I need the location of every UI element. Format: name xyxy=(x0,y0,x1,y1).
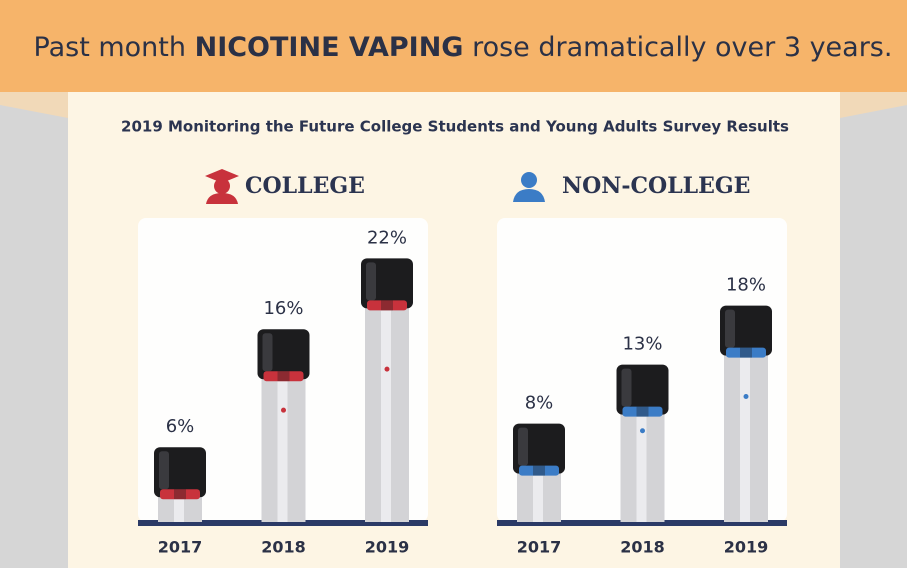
title-emphasis: NICOTINE VAPING xyxy=(195,32,464,63)
bar xyxy=(257,329,310,522)
bar-band xyxy=(622,406,663,417)
charts: COLLEGE 6% 2017 16% 2018 22% 2019 NON-COLLEGE 8%… xyxy=(138,173,787,557)
bar-band-core xyxy=(636,406,649,417)
shade xyxy=(840,92,907,118)
bar-cap-shine xyxy=(518,427,528,466)
x-tick-label: 2017 xyxy=(158,538,203,557)
header-band xyxy=(0,0,907,92)
x-tick-label: 2017 xyxy=(517,538,562,557)
title-part: Past month xyxy=(34,32,186,63)
subtitle: 2019 Monitoring the Future College Stude… xyxy=(121,118,789,136)
header-title: Past month NICOTINE VAPING rose dramatic… xyxy=(34,32,893,63)
chart: NON-COLLEGE 8% 2017 13% 2018 18% 2019 xyxy=(497,173,787,557)
value-label: 8% xyxy=(525,393,554,414)
bar-band-core xyxy=(533,465,545,476)
bar-shine xyxy=(740,335,750,522)
shade xyxy=(0,92,68,118)
bar-band-core xyxy=(381,300,393,311)
bar-cap-shine xyxy=(366,262,376,301)
bar xyxy=(616,364,669,522)
bar-band xyxy=(263,371,304,382)
bar-dot xyxy=(281,407,286,413)
chart-title: COLLEGE xyxy=(245,173,365,199)
bar-band xyxy=(160,489,200,500)
chart: COLLEGE 6% 2017 16% 2018 22% 2019 xyxy=(138,173,428,557)
x-tick-label: 2018 xyxy=(620,538,665,557)
value-label: 18% xyxy=(726,275,766,296)
bar-band-core xyxy=(740,347,752,358)
bar xyxy=(361,258,413,522)
bar xyxy=(720,305,772,522)
value-label: 16% xyxy=(263,298,303,319)
bar-cap-shine xyxy=(725,309,735,348)
bar-shine xyxy=(381,288,391,522)
baseline xyxy=(497,520,787,526)
x-tick-label: 2019 xyxy=(365,538,410,557)
graduate-icon xyxy=(205,169,239,204)
bar-shine xyxy=(636,394,647,522)
value-label: 13% xyxy=(622,334,662,355)
baseline xyxy=(138,520,428,526)
title-part: rose dramatically over 3 years. xyxy=(472,32,892,63)
bar-shine xyxy=(277,359,288,522)
bar-cap-shine xyxy=(159,451,169,490)
bar xyxy=(513,423,565,522)
person-icon xyxy=(513,172,545,202)
bar-band-core xyxy=(277,371,290,382)
bar-band-core xyxy=(174,489,186,500)
x-tick-label: 2019 xyxy=(724,538,769,557)
bar-band xyxy=(519,465,559,476)
value-label: 22% xyxy=(367,227,407,248)
bar-cap-shine xyxy=(621,368,632,407)
bar-dot xyxy=(743,393,749,399)
bar-band xyxy=(726,347,766,358)
bar-band xyxy=(367,300,407,311)
bar xyxy=(154,447,206,522)
bar-dot xyxy=(640,428,645,434)
bar-shine xyxy=(174,477,184,522)
bar-cap-shine xyxy=(262,333,273,372)
x-tick-label: 2018 xyxy=(261,538,306,557)
bar-shine xyxy=(533,453,543,522)
bar-dot xyxy=(384,366,390,372)
chart-title: NON-COLLEGE xyxy=(562,173,750,199)
value-label: 6% xyxy=(166,416,195,437)
